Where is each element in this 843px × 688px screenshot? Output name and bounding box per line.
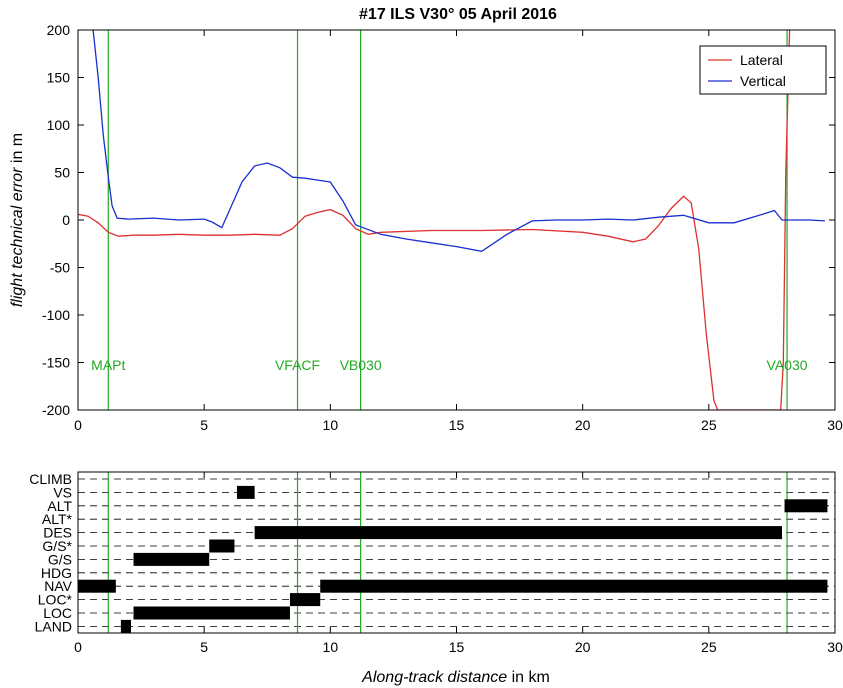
mode-labels: CLIMBVSALTALT*DESG/S*G/SHDGNAVLOC*LOCLAN… (29, 471, 72, 634)
mode-label-des: DES (43, 525, 72, 541)
mode-label-loc: LOC* (38, 592, 73, 608)
timeline-x-tick-label: 5 (200, 639, 208, 655)
y-tick-label: -50 (50, 260, 70, 276)
x-axis-label: Along-track distance in km (361, 669, 550, 686)
x-tick-label: 15 (449, 417, 465, 433)
x-tick-label: 0 (74, 417, 82, 433)
y-tick-label: -150 (42, 355, 70, 371)
x-tick-label: 30 (827, 417, 843, 433)
timeline-x-tick-label: 30 (827, 639, 843, 655)
error-plot-ticks: 0 5 10 15 20 25 30 -200 -150 -100 -50 0 50 100 150 200 (42, 22, 843, 433)
marker-label-mapt: MAPt (91, 357, 125, 373)
mode-segment-nav (78, 579, 116, 593)
chart-title: #17 ILS V30° 05 April 2016 (359, 6, 557, 23)
error-plot: 0 5 10 15 20 25 30-200-150-100-50050100150200 … (9, 22, 843, 433)
mode-segment-alt (784, 499, 828, 513)
mode-label-vs: VS (53, 484, 72, 500)
timeline-x-tick-label: 15 (449, 639, 465, 655)
x-axis-label-unit: in km (507, 669, 550, 686)
mode-segment-vs (236, 485, 255, 499)
mode-timeline-gridlines (78, 478, 835, 627)
error-plot-series (78, 30, 825, 410)
y-tick-label: 100 (47, 117, 71, 133)
mode-label-g-s: G/S (48, 551, 72, 567)
x-axis-label-name: Along-track distance (361, 669, 507, 686)
mode-timeline-background (78, 472, 835, 633)
mode-segment-loc (289, 593, 321, 607)
legend-entry-lateral: Lateral (740, 52, 783, 68)
y-tick-label: -100 (42, 307, 70, 323)
marker-label-vfacf: VFACF (275, 357, 320, 373)
marker-label-va030: VA030 (767, 357, 808, 373)
mode-label-nav: NAV (44, 578, 72, 594)
mode-segment-nav (320, 579, 828, 593)
legend-entry-vertical: Vertical (740, 73, 786, 89)
mode-timeline-segments (78, 485, 828, 633)
series-line-lateral (78, 30, 791, 410)
timeline-x-tick-label: 10 (323, 639, 339, 655)
timeline-x-tick-label: 25 (701, 639, 717, 655)
y-axis-label: flight technical error in m (9, 133, 26, 307)
mode-label-land: LAND (35, 618, 72, 634)
mode-label-hdg: HDG (41, 565, 72, 581)
marker-label-vb030: VB030 (340, 357, 382, 373)
y-tick-label: 0 (62, 212, 70, 228)
mode-label-climb: CLIMB (29, 471, 72, 487)
x-tick-label: 5 (200, 417, 208, 433)
y-tick-label: 200 (47, 22, 71, 38)
mode-segment-g-s (209, 539, 235, 553)
marker-annotations: MAPt VFACF VB030 VA030 (91, 357, 808, 373)
legend-box (699, 45, 827, 95)
legend: Lateral Vertical (699, 45, 827, 95)
y-tick-label: -200 (42, 402, 70, 418)
y-axis-label-name: flight technical error (9, 167, 26, 307)
y-tick-label: 50 (54, 165, 70, 181)
series-line-vertical (92, 30, 825, 252)
mode-segment-g-s (133, 552, 210, 566)
mode-segment-loc (133, 606, 290, 620)
x-tick-label: 20 (575, 417, 591, 433)
mode-timeline-markers (107, 472, 788, 633)
x-tick-label: 25 (701, 417, 717, 433)
mode-segment-land (120, 619, 131, 633)
timeline-x-tick-label: 20 (575, 639, 591, 655)
mode-label-loc: LOC (43, 605, 72, 621)
mode-label-alt: ALT* (42, 511, 73, 527)
mode-label-g-s: G/S* (42, 538, 72, 554)
timeline-x-tick-label: 0 (74, 639, 82, 655)
mode-label-alt: ALT (47, 498, 72, 514)
mode-timeline: 0 5 10 15 20 25 30 CLIMBVSALTALT*DESG/S*G/SHDG… (29, 471, 843, 686)
y-axis-label-unit: in m (9, 133, 26, 168)
x-tick-label: 10 (323, 417, 339, 433)
mode-timeline-ticks: 0 5 10 15 20 25 30 (74, 472, 843, 655)
mode-segment-des (254, 526, 783, 540)
y-tick-label: 150 (47, 70, 71, 86)
